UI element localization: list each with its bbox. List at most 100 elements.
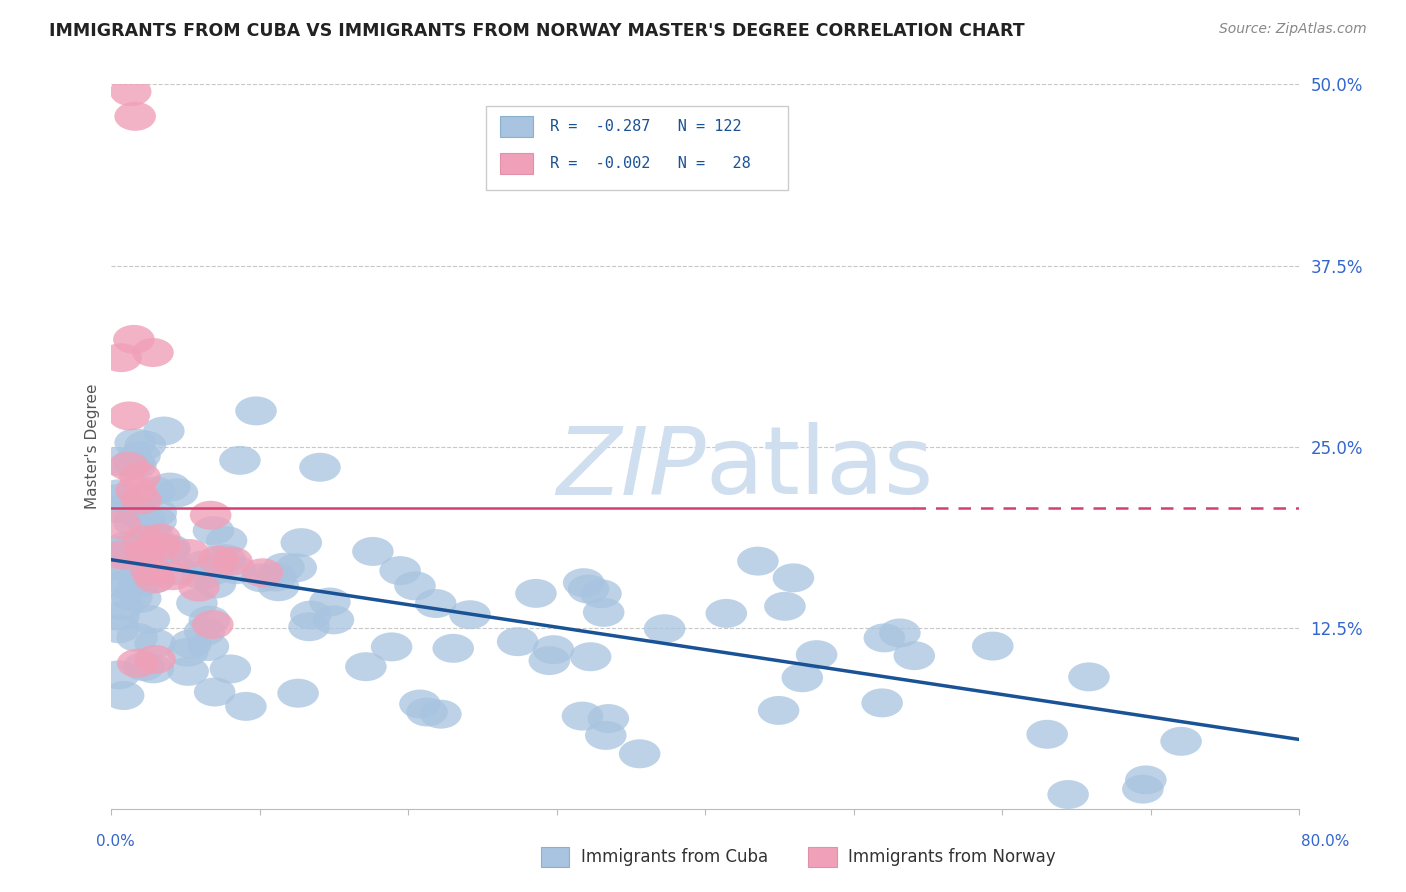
Ellipse shape <box>167 657 209 686</box>
Ellipse shape <box>108 401 150 431</box>
Text: 0.0%: 0.0% <box>96 834 135 849</box>
Ellipse shape <box>101 552 143 582</box>
Ellipse shape <box>100 510 142 540</box>
Ellipse shape <box>118 569 160 598</box>
Ellipse shape <box>205 526 247 555</box>
Ellipse shape <box>290 600 332 630</box>
Ellipse shape <box>115 475 157 505</box>
Ellipse shape <box>134 564 176 593</box>
Ellipse shape <box>114 102 156 131</box>
Ellipse shape <box>619 739 661 768</box>
Ellipse shape <box>101 540 143 568</box>
FancyBboxPatch shape <box>541 847 569 867</box>
Ellipse shape <box>98 494 139 524</box>
Ellipse shape <box>134 645 176 674</box>
Ellipse shape <box>100 343 142 372</box>
Ellipse shape <box>420 699 461 729</box>
Ellipse shape <box>121 485 162 515</box>
Ellipse shape <box>103 681 145 710</box>
Ellipse shape <box>183 550 224 580</box>
Ellipse shape <box>380 556 420 585</box>
Ellipse shape <box>120 442 160 470</box>
Ellipse shape <box>120 462 160 491</box>
Text: 80.0%: 80.0% <box>1302 834 1350 849</box>
Ellipse shape <box>215 555 256 584</box>
Ellipse shape <box>112 447 155 476</box>
Ellipse shape <box>737 547 779 575</box>
Ellipse shape <box>134 476 176 506</box>
Text: Immigrants from Cuba: Immigrants from Cuba <box>581 848 768 866</box>
Ellipse shape <box>104 570 146 599</box>
Ellipse shape <box>114 428 156 458</box>
Ellipse shape <box>1160 727 1202 756</box>
Ellipse shape <box>235 396 277 425</box>
Ellipse shape <box>569 642 612 671</box>
Text: ZIP: ZIP <box>555 423 706 514</box>
Ellipse shape <box>117 623 157 652</box>
Ellipse shape <box>125 539 166 567</box>
Ellipse shape <box>188 606 231 635</box>
Ellipse shape <box>257 573 299 601</box>
Ellipse shape <box>198 546 239 574</box>
Ellipse shape <box>193 610 233 639</box>
Ellipse shape <box>533 635 574 665</box>
Ellipse shape <box>588 704 628 733</box>
Ellipse shape <box>758 696 800 725</box>
Ellipse shape <box>433 634 474 663</box>
Ellipse shape <box>193 516 235 545</box>
Ellipse shape <box>219 446 260 475</box>
Ellipse shape <box>176 589 218 617</box>
Ellipse shape <box>879 618 921 648</box>
Ellipse shape <box>496 627 538 657</box>
Ellipse shape <box>211 547 253 575</box>
Ellipse shape <box>127 526 169 555</box>
Ellipse shape <box>1069 663 1109 691</box>
Ellipse shape <box>763 591 806 621</box>
Ellipse shape <box>98 660 139 690</box>
Ellipse shape <box>190 500 232 530</box>
Ellipse shape <box>149 535 190 565</box>
Ellipse shape <box>515 579 557 607</box>
Text: Immigrants from Norway: Immigrants from Norway <box>848 848 1056 866</box>
Ellipse shape <box>117 648 159 678</box>
Ellipse shape <box>1026 720 1069 748</box>
Ellipse shape <box>344 652 387 681</box>
Ellipse shape <box>415 589 457 618</box>
Ellipse shape <box>98 615 139 643</box>
Ellipse shape <box>181 561 224 590</box>
Ellipse shape <box>179 573 219 601</box>
Ellipse shape <box>124 525 165 554</box>
Ellipse shape <box>134 565 174 593</box>
Ellipse shape <box>312 606 354 634</box>
Ellipse shape <box>309 588 350 616</box>
Ellipse shape <box>98 564 141 593</box>
Text: atlas: atlas <box>706 423 934 515</box>
Ellipse shape <box>110 78 152 106</box>
Ellipse shape <box>139 524 181 552</box>
Ellipse shape <box>371 632 412 661</box>
Ellipse shape <box>169 539 209 568</box>
Ellipse shape <box>240 563 283 592</box>
Ellipse shape <box>644 615 685 643</box>
Ellipse shape <box>128 605 170 634</box>
Ellipse shape <box>124 505 166 533</box>
Y-axis label: Master's Degree: Master's Degree <box>86 384 100 509</box>
Ellipse shape <box>276 553 316 582</box>
Ellipse shape <box>893 641 935 670</box>
Ellipse shape <box>105 532 146 560</box>
Ellipse shape <box>782 664 823 692</box>
Ellipse shape <box>529 646 569 675</box>
Ellipse shape <box>863 624 905 652</box>
Ellipse shape <box>112 508 155 536</box>
Ellipse shape <box>101 541 143 569</box>
Ellipse shape <box>972 632 1014 661</box>
Ellipse shape <box>103 591 143 620</box>
Ellipse shape <box>120 558 162 587</box>
Ellipse shape <box>1125 765 1167 795</box>
Ellipse shape <box>125 431 166 459</box>
Ellipse shape <box>135 629 176 657</box>
Text: IMMIGRANTS FROM CUBA VS IMMIGRANTS FROM NORWAY MASTER'S DEGREE CORRELATION CHART: IMMIGRANTS FROM CUBA VS IMMIGRANTS FROM … <box>49 22 1025 40</box>
Ellipse shape <box>111 582 153 611</box>
FancyBboxPatch shape <box>499 153 533 174</box>
Ellipse shape <box>242 558 283 587</box>
